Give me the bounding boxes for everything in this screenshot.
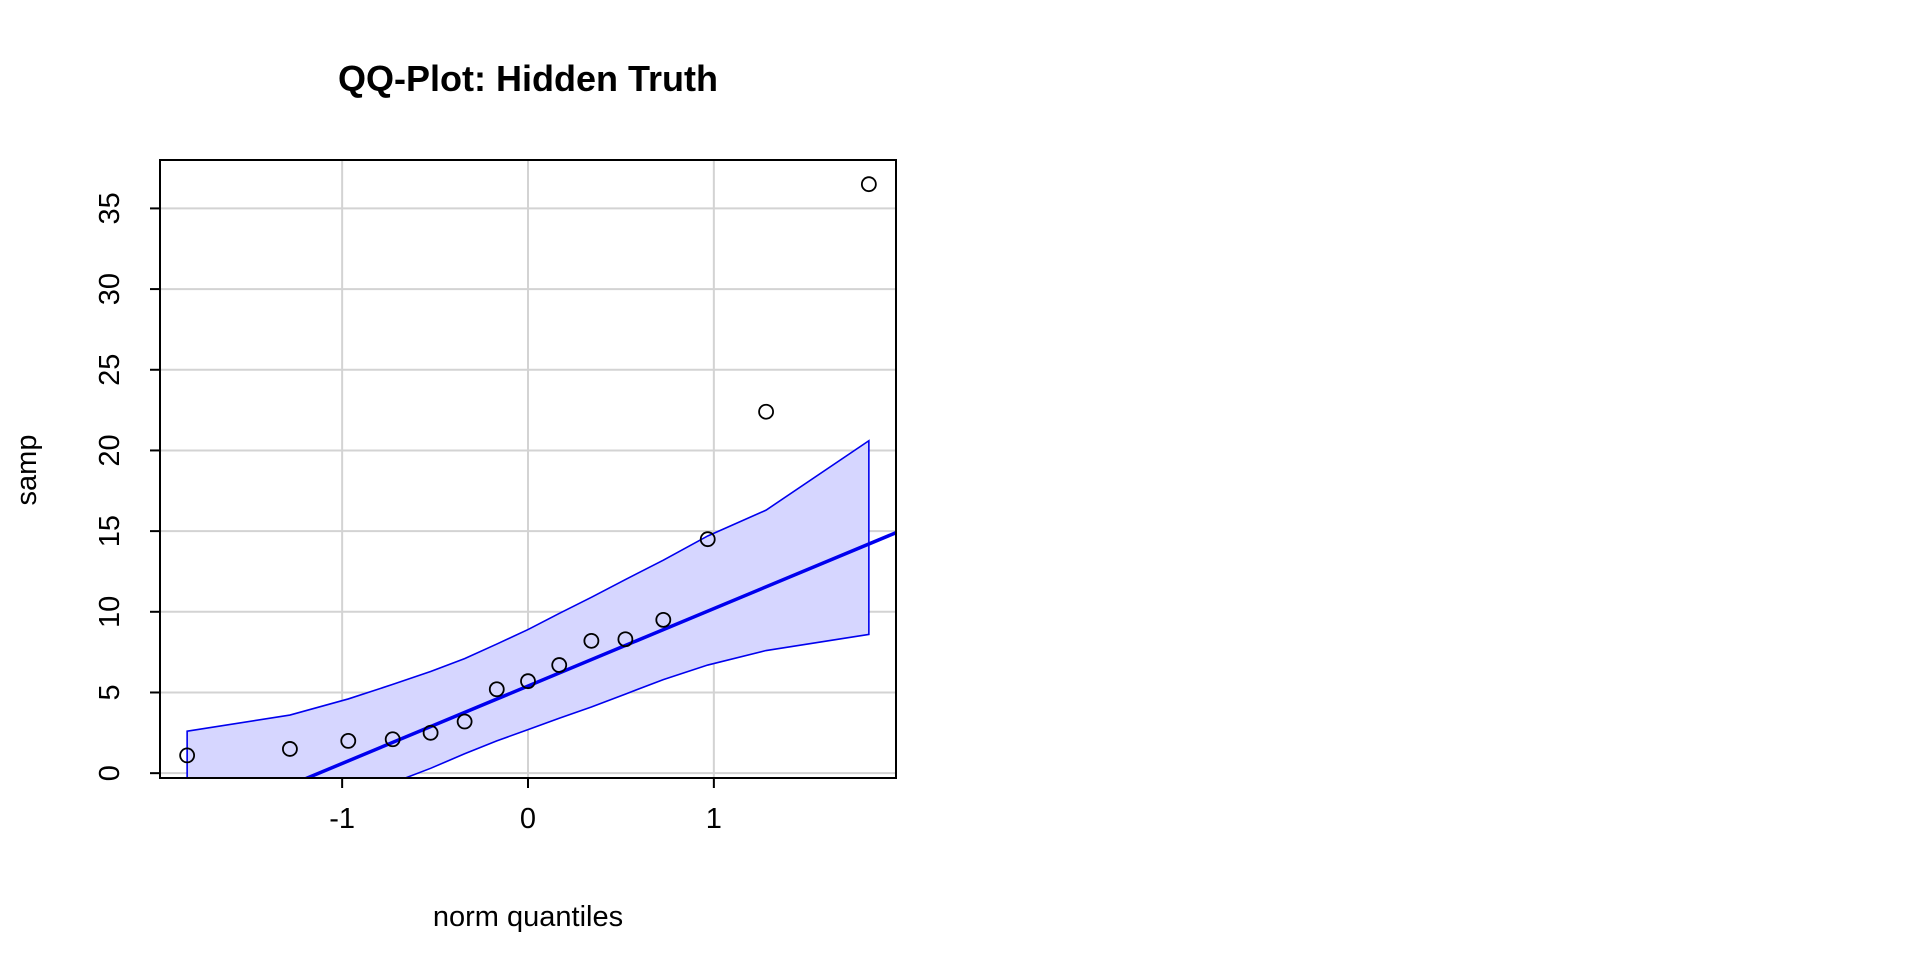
data-point [860, 176, 877, 193]
data-point [520, 673, 536, 690]
data-point [456, 713, 473, 730]
y-tick-label: 35 [94, 192, 126, 224]
points-group [179, 176, 877, 764]
y-tick-label: 15 [94, 515, 126, 547]
y-tick-label: 20 [94, 434, 126, 466]
x-tick-label: 1 [706, 803, 722, 835]
data-point [384, 731, 401, 748]
y-tick-label: 25 [94, 354, 126, 386]
reference-line-group [302, 531, 896, 778]
y-tick-label: 10 [94, 596, 126, 628]
chart-title: QQ-Plot: Hidden Truth [338, 58, 718, 99]
y-tick-label: 30 [94, 273, 126, 305]
data-point [758, 403, 774, 420]
data-point [488, 681, 505, 698]
x-axis-label: norm quantiles [433, 901, 623, 933]
y-tick-label: 5 [94, 684, 126, 700]
data-point [282, 741, 298, 757]
data-point [179, 747, 196, 764]
data-point [583, 632, 600, 649]
x-tick-label: -1 [329, 803, 355, 835]
y-axis-label: samp [11, 435, 43, 506]
confidence-band [186, 439, 870, 778]
data-point [422, 724, 439, 741]
x-tick-label: 0 [520, 803, 536, 835]
data-point [340, 732, 357, 749]
data-point [699, 531, 716, 548]
reference-line [302, 531, 896, 778]
data-point [617, 631, 634, 648]
confidence-band-group [186, 439, 870, 778]
y-tick-label: 0 [94, 765, 126, 781]
data-point [551, 657, 568, 673]
data-point [655, 611, 672, 628]
